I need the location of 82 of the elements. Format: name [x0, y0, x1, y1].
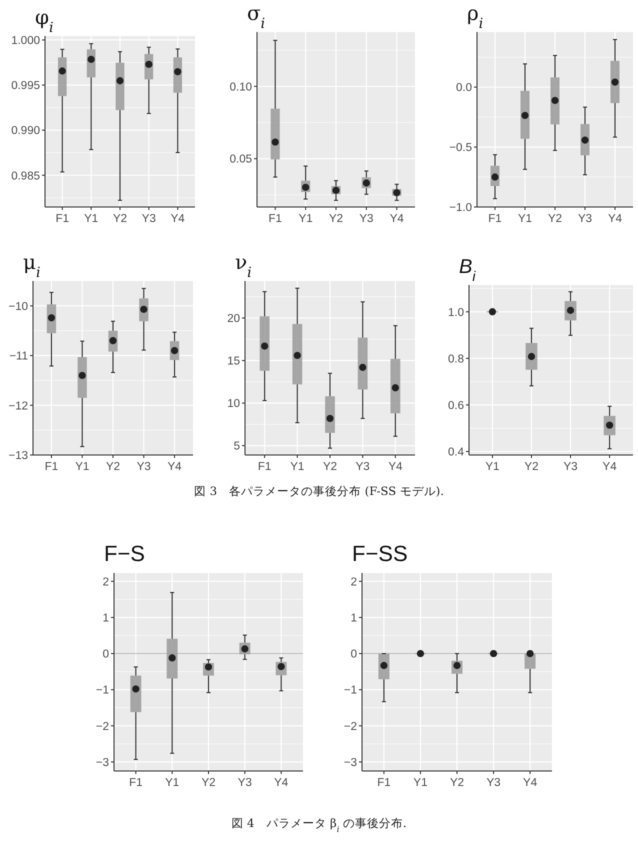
x-tick-label: Y1: [165, 777, 180, 789]
chart-title: F−S: [104, 541, 145, 566]
x-tick-label: Y3: [486, 777, 501, 789]
x-tick-label: Y4: [168, 461, 182, 473]
y-tick-label: −2: [96, 720, 109, 733]
x-tick-label: Y3: [563, 461, 578, 473]
y-tick-label: 1.000: [11, 34, 40, 47]
x-tick-label: Y1: [298, 213, 313, 225]
chart-title: ρ$_{i}$: [467, 1, 484, 32]
x-tick-label: Y1: [413, 777, 428, 789]
y-tick-label: 0.8: [448, 353, 464, 366]
x-tick-label: Y3: [238, 777, 252, 789]
y-tick-label: −10: [8, 300, 28, 313]
y-tick-label: 0.05: [230, 154, 252, 166]
y-tick-label: −3: [96, 756, 109, 769]
y-tick-label: 1: [102, 612, 109, 624]
chart-title: B$_{i}$: [459, 256, 476, 284]
x-tick-label: Y3: [359, 213, 374, 225]
x-tick-label: Y4: [608, 213, 623, 225]
y-tick-label: 0: [350, 648, 357, 661]
y-tick-label: −3: [344, 756, 357, 769]
x-tick-label: Y1: [290, 461, 304, 473]
chart-title: F−SS: [352, 541, 408, 566]
x-tick-label: Y4: [170, 213, 186, 225]
chart-title: φ$_{i}$: [35, 5, 54, 36]
x-tick-label: Y2: [524, 461, 539, 473]
x-tick-label: Y4: [274, 777, 289, 789]
x-tick-label: F1: [268, 213, 282, 225]
x-tick-label: F1: [377, 777, 391, 789]
x-tick-label: Y2: [450, 777, 464, 789]
y-tick-label: 2: [350, 576, 357, 588]
y-tick-label: 15: [227, 356, 240, 368]
y-tick-label: 0.4: [448, 446, 465, 459]
x-tick-label: Y2: [106, 461, 120, 473]
x-tick-label: Y4: [523, 777, 538, 789]
chart-title: ν$_{i}$: [235, 250, 252, 281]
y-tick-label: −1: [344, 684, 357, 697]
x-tick-label: F1: [129, 777, 143, 789]
y-tick-label: −0.5: [449, 142, 472, 154]
y-tick-label: −1.0: [449, 202, 472, 214]
x-tick-label: Y2: [328, 213, 344, 225]
x-tick-label: F1: [488, 213, 502, 225]
chart-title: μ$_{i}$: [23, 250, 40, 281]
x-tick-label: Y2: [201, 777, 216, 789]
x-tick-label: Y2: [322, 461, 338, 473]
x-tick-label: Y1: [518, 213, 532, 225]
chart-title: σ$_{i}$: [247, 1, 266, 32]
x-tick-label: Y1: [84, 213, 98, 225]
y-tick-label: 0.10: [230, 81, 252, 94]
x-tick-label: F1: [56, 213, 70, 225]
x-tick-label: Y1: [485, 461, 500, 473]
y-tick-label: 1.0: [448, 306, 464, 319]
y-tick-label: 1: [350, 612, 357, 624]
x-tick-label: Y4: [390, 213, 404, 225]
caption: 図 4 パラメータ β$_{i}$ の事後分布.: [231, 816, 407, 834]
caption: 図 3 各パラメータの事後分布 (F-SS モデル).: [194, 484, 444, 498]
y-tick-label: 0.0: [456, 82, 472, 94]
y-tick-label: 0: [102, 648, 109, 661]
y-tick-label: −2: [344, 720, 357, 733]
x-tick-label: Y4: [388, 461, 404, 473]
x-tick-label: F1: [44, 461, 58, 473]
x-tick-label: Y3: [136, 461, 151, 473]
y-tick-label: −12: [8, 400, 28, 412]
y-tick-label: 0.990: [11, 125, 40, 138]
x-tick-label: Y1: [75, 461, 90, 473]
y-tick-label: 0.6: [448, 400, 464, 412]
x-tick-label: Y4: [602, 461, 618, 473]
x-tick-label: Y2: [112, 213, 128, 225]
x-tick-label: F1: [258, 461, 272, 473]
y-tick-label: −1: [96, 684, 109, 697]
y-tick-label: −11: [9, 350, 28, 363]
x-tick-label: Y3: [356, 461, 370, 473]
y-tick-label: −13: [8, 450, 28, 462]
y-tick-label: 2: [102, 576, 109, 588]
y-tick-label: 0.995: [11, 80, 40, 92]
y-tick-label: 5: [234, 440, 240, 453]
x-tick-label: Y2: [548, 213, 562, 225]
y-tick-label: 20: [227, 313, 240, 326]
x-tick-label: Y3: [578, 213, 592, 225]
x-tick-label: Y3: [142, 213, 156, 225]
y-tick-label: 10: [227, 398, 240, 410]
y-tick-label: 0.985: [11, 170, 40, 182]
